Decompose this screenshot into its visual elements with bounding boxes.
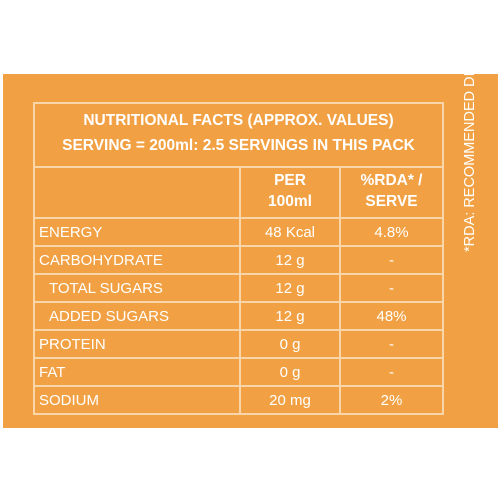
table-row: FAT 0 g - (35, 359, 442, 387)
nutrient-value: 20 mg (269, 392, 311, 409)
nutrient-rda: 2% (380, 392, 403, 409)
table-row: TOTAL SUGARS 12 g - (35, 275, 442, 303)
table-row: CARBOHYDRATE 12 g - (35, 247, 442, 275)
rda-footnote: *RDA: RECOMMENDED DIETARY ALLOWANCE (462, 0, 478, 252)
column-divider-1 (239, 166, 241, 413)
nutrient-rda: 48% (376, 308, 407, 325)
column-divider-2 (339, 166, 341, 413)
nutrient-name: ADDED SUGARS (49, 308, 170, 325)
table-row: PROTEIN 0 g - (35, 331, 442, 359)
nutrient-name: TOTAL SUGARS (49, 280, 163, 297)
table-row: SODIUM 20 mg 2% (35, 387, 442, 415)
nutrient-rda: - (389, 280, 394, 297)
column-header-rda: %RDA* / SERVE (341, 170, 442, 212)
nutrient-value: 48 Kcal (264, 224, 316, 241)
nutrient-rda: 4.8% (374, 224, 409, 241)
table-title: NUTRITIONAL FACTS (APPROX. VALUES) SERVI… (35, 104, 442, 168)
nutrient-rows: ENERGY 48 Kcal 4.8% CARBOHYDRATE 12 g - TOTAL … (35, 219, 442, 415)
table-row: ADDED SUGARS 12 g 48% (35, 303, 442, 331)
nutrient-rda: - (389, 364, 394, 381)
nutrition-table: NUTRITIONAL FACTS (APPROX. VALUES) SERVI… (33, 102, 444, 415)
nutrient-value: 0 g (279, 336, 301, 353)
nutrient-value: 12 g (275, 280, 305, 297)
nutrient-rda: - (389, 336, 394, 353)
nutrient-name: SODIUM (39, 392, 99, 409)
nutrient-name: CARBOHYDRATE (39, 252, 163, 269)
nutrient-name: ENERGY (39, 224, 103, 241)
rda-label-line-2: SERVE (365, 193, 418, 210)
table-row: ENERGY 48 Kcal 4.8% (35, 219, 442, 247)
nutrient-rda: - (389, 252, 394, 269)
per-label-line-2: 100ml (268, 193, 312, 210)
title-line-1: NUTRITIONAL FACTS (APPROX. VALUES) (83, 112, 394, 129)
nutrient-value: 0 g (279, 364, 301, 381)
title-line-2: SERVING = 200ml: 2.5 SERVINGS IN THIS PA… (62, 137, 415, 154)
per-label-line-1: PER (274, 172, 306, 189)
nutrient-name: PROTEIN (39, 336, 106, 353)
nutrition-label: NUTRITIONAL FACTS (APPROX. VALUES) SERVI… (3, 0, 498, 428)
rda-label-line-1: %RDA* / (360, 172, 423, 189)
nutrient-name: FAT (39, 364, 66, 381)
nutrient-value: 12 g (275, 308, 305, 325)
column-header-row: PER 100ml %RDA* / SERVE (35, 166, 442, 219)
column-header-per-100ml: PER 100ml (241, 170, 339, 212)
nutrient-value: 12 g (275, 252, 305, 269)
